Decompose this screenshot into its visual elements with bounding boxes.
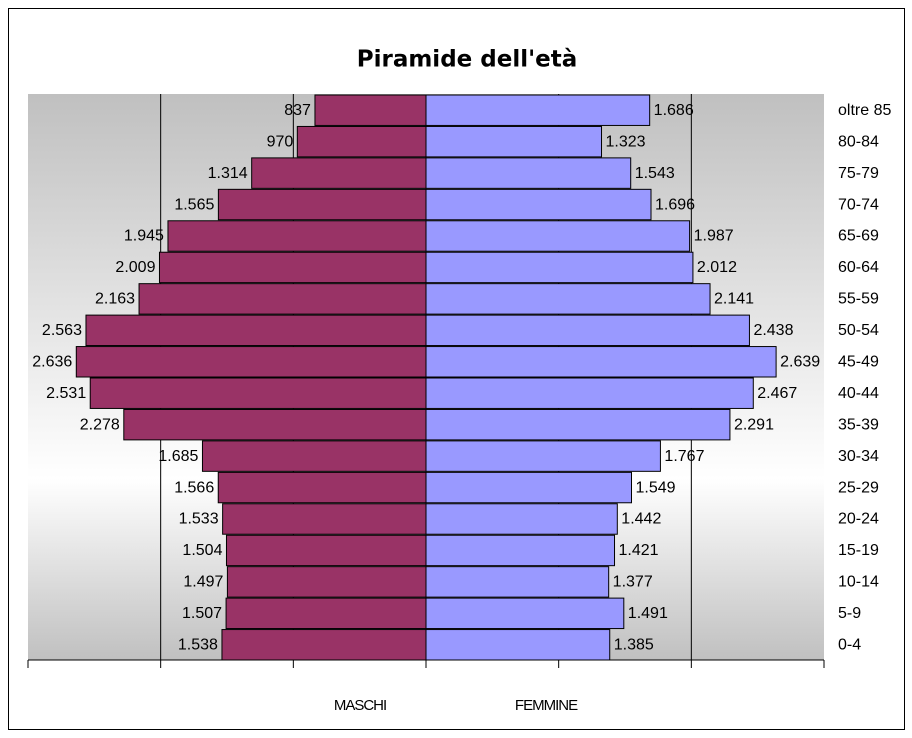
bar — [226, 566, 427, 598]
bar — [221, 629, 427, 661]
bar — [222, 503, 427, 535]
category-label: 75-79 — [838, 165, 879, 182]
bar — [425, 220, 691, 252]
value-label: 1.987 — [694, 228, 734, 245]
bar — [425, 157, 632, 189]
value-label: 1.442 — [621, 511, 661, 528]
bar — [217, 188, 427, 221]
bar — [167, 220, 427, 252]
value-label: 1.533 — [179, 511, 219, 528]
value-label: 1.549 — [636, 479, 676, 496]
value-label: 2.163 — [95, 291, 135, 308]
category-label: 50-54 — [838, 322, 879, 339]
category-label: 5-9 — [838, 605, 861, 622]
bar — [85, 314, 427, 347]
category-label: 70-74 — [838, 196, 879, 213]
bar — [425, 471, 633, 504]
category-label: 15-19 — [838, 542, 879, 559]
value-label: 837 — [284, 102, 311, 119]
value-label: 1.686 — [654, 102, 694, 119]
value-label: 1.565 — [174, 196, 214, 213]
value-label: 1.696 — [655, 196, 695, 213]
category-label: 35-39 — [838, 416, 879, 433]
bar — [201, 440, 427, 472]
value-label: 1.504 — [182, 542, 222, 559]
bar — [425, 125, 603, 158]
category-label: 25-29 — [838, 479, 879, 496]
value-label: 1.497 — [183, 574, 223, 591]
bar — [425, 440, 661, 472]
category-label: 10-14 — [838, 574, 879, 591]
bar — [425, 251, 694, 284]
bar — [425, 188, 652, 221]
bar — [138, 283, 427, 315]
value-label: 2.278 — [80, 416, 120, 433]
bar — [225, 534, 427, 567]
value-label: 2.438 — [753, 322, 793, 339]
legend-label: MASCHI — [334, 697, 386, 714]
value-label: 2.639 — [780, 353, 820, 370]
bar — [425, 566, 610, 598]
category-label: 30-34 — [838, 448, 879, 465]
bar — [425, 597, 625, 630]
value-label: 1.566 — [174, 479, 214, 496]
value-label: 1.377 — [613, 574, 653, 591]
value-label: 2.291 — [734, 416, 774, 433]
value-label: 1.538 — [178, 636, 218, 653]
value-label: 2.531 — [46, 385, 86, 402]
bar — [217, 471, 427, 504]
value-label: 2.467 — [757, 385, 797, 402]
value-label: 1.385 — [614, 636, 654, 653]
bar — [425, 534, 616, 567]
category-label: 60-64 — [838, 259, 879, 276]
value-label: 1.543 — [635, 165, 675, 182]
category-label: 55-59 — [838, 291, 879, 308]
value-label: 2.636 — [32, 353, 72, 370]
value-label: 2.141 — [714, 291, 754, 308]
value-label: 1.421 — [619, 542, 659, 559]
bar — [89, 377, 427, 409]
chart-title: Piramide dell'età — [357, 47, 578, 73]
bar — [425, 503, 618, 535]
bar — [314, 94, 427, 126]
bar — [425, 629, 611, 661]
bar — [425, 346, 777, 378]
bar — [158, 251, 427, 284]
value-label: 2.009 — [115, 259, 155, 276]
category-label: 45-49 — [838, 353, 879, 370]
category-label: oltre 85 — [838, 102, 891, 119]
bar — [123, 408, 427, 441]
bar — [225, 597, 427, 630]
bar — [425, 408, 731, 441]
value-label: 1.767 — [664, 448, 704, 465]
bar — [425, 283, 711, 315]
category-label: 65-69 — [838, 228, 879, 245]
value-label: 1.507 — [182, 605, 222, 622]
bar — [425, 94, 651, 126]
bar — [425, 377, 754, 409]
value-label: 1.945 — [124, 228, 164, 245]
bar — [425, 314, 750, 347]
value-label: 1.685 — [158, 448, 198, 465]
value-label: 1.323 — [606, 133, 646, 150]
value-label: 2.563 — [42, 322, 82, 339]
value-label: 2.012 — [697, 259, 737, 276]
bar — [75, 346, 427, 378]
value-label: 1.491 — [628, 605, 668, 622]
value-label: 970 — [267, 133, 294, 150]
bar — [251, 157, 427, 189]
value-label: 1.314 — [208, 165, 248, 182]
bar — [296, 125, 427, 158]
legend-label: FEMMINE — [515, 697, 578, 714]
category-label: 20-24 — [838, 511, 879, 528]
category-label: 40-44 — [838, 385, 879, 402]
category-label: 80-84 — [838, 133, 879, 150]
category-label: 0-4 — [838, 636, 861, 653]
